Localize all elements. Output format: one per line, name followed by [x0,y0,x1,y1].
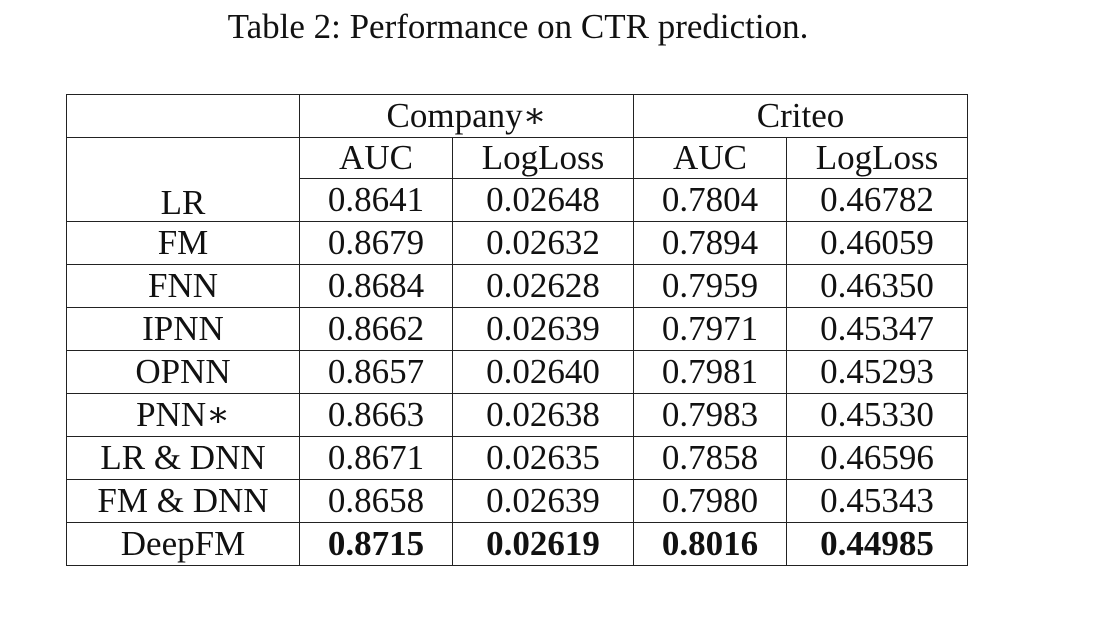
model-name-cell: FNN [66,264,300,308]
value-cell: 0.02639 [452,479,634,523]
model-name-cell: IPNN [66,307,300,351]
model-name-cell: LR & DNN [66,436,300,480]
value-cell: 0.45343 [786,479,968,523]
table-row: FM 0.8679 0.02632 0.7894 0.46059 [66,221,968,265]
value-cell: 0.7959 [633,264,787,308]
value-cell: 0.02640 [452,350,634,394]
value-cell: 0.45293 [786,350,968,394]
dataset-header-row: Company∗ Criteo [66,94,968,138]
table-row: PNN∗ 0.8663 0.02638 0.7983 0.45330 [66,393,968,437]
results-table: Company∗ Criteo LR AUC LogLoss AUC LogLo… [66,94,968,566]
value-cell: 0.46596 [786,436,968,480]
model-name-cell: FM & DNN [66,479,300,523]
value-cell: 0.46350 [786,264,968,308]
value-cell: 0.8684 [299,264,453,308]
model-name-cell: PNN∗ [66,393,300,437]
table-caption: Table 2: Performance on CTR prediction. [227,7,809,46]
value-cell: 0.02628 [452,264,634,308]
value-cell: 0.02639 [452,307,634,351]
value-cell: 0.02632 [452,221,634,265]
table-row: FNN 0.8684 0.02628 0.7959 0.46350 [66,264,968,308]
value-cell: 0.02648 [452,178,634,222]
value-cell-best: 0.02619 [452,522,634,566]
dataset-header-criteo: Criteo [633,94,968,138]
value-cell: 0.8679 [299,221,453,265]
metric-header-auc: AUC [299,137,453,179]
model-name-cell: FM [66,221,300,265]
value-cell: 0.8657 [299,350,453,394]
value-cell: 0.02635 [452,436,634,480]
table-row: LR & DNN 0.8671 0.02635 0.7858 0.46596 [66,436,968,480]
metric-header-logloss: LogLoss [452,137,634,179]
model-name-cell: LR [66,137,300,222]
value-cell: 0.8663 [299,393,453,437]
value-cell: 0.45330 [786,393,968,437]
table-row: IPNN 0.8662 0.02639 0.7971 0.45347 [66,307,968,351]
value-cell: 0.7858 [633,436,787,480]
metric-header-row: LR AUC LogLoss AUC LogLoss [66,137,968,222]
value-cell: 0.7981 [633,350,787,394]
model-name-cell: DeepFM [66,522,300,566]
value-cell: 0.46059 [786,221,968,265]
metric-header-auc: AUC [633,137,787,179]
value-cell: 0.7971 [633,307,787,351]
model-name-cell: OPNN [66,350,300,394]
value-cell: 0.45347 [786,307,968,351]
value-cell: 0.7804 [633,178,787,222]
value-cell: 0.02638 [452,393,634,437]
value-cell: 0.8658 [299,479,453,523]
value-cell-best: 0.8016 [633,522,787,566]
metric-header-logloss: LogLoss [786,137,968,179]
value-cell: 0.7894 [633,221,787,265]
corner-cell [66,94,300,138]
value-cell-best: 0.8715 [299,522,453,566]
value-cell: 0.8662 [299,307,453,351]
table-row: FM & DNN 0.8658 0.02639 0.7980 0.45343 [66,479,968,523]
value-cell-best: 0.44985 [786,522,968,566]
table-row: OPNN 0.8657 0.02640 0.7981 0.45293 [66,350,968,394]
table-row-best: DeepFM 0.8715 0.02619 0.8016 0.44985 [66,522,968,566]
value-cell: 0.7983 [633,393,787,437]
value-cell: 0.8671 [299,436,453,480]
value-cell: 0.7980 [633,479,787,523]
value-cell: 0.8641 [299,178,453,222]
value-cell: 0.46782 [786,178,968,222]
dataset-header-company: Company∗ [299,94,634,138]
